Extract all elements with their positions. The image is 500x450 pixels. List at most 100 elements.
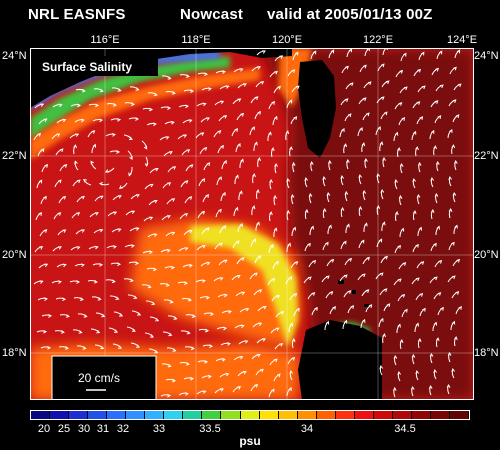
- current-vector-head: [287, 242, 291, 247]
- current-vector-head: [62, 297, 67, 302]
- current-vector-head: [332, 305, 336, 310]
- map-frame: [30, 48, 474, 400]
- current-vector-head: [252, 238, 257, 243]
- current-vector-head: [345, 65, 349, 70]
- current-vector-head: [256, 221, 260, 226]
- current-vector-head: [92, 143, 97, 148]
- current-vector-head: [76, 179, 81, 184]
- lon-label-122e: 122°E: [362, 34, 394, 46]
- current-vector-head: [400, 227, 405, 232]
- current-vector-head: [286, 178, 290, 183]
- current-vector-head: [276, 294, 280, 299]
- current-vector-head: [289, 322, 293, 327]
- current-vector-head: [288, 99, 293, 104]
- current-vector-head: [304, 208, 309, 213]
- current-vector-head: [56, 133, 61, 137]
- lon-label-124e: 124°E: [446, 34, 478, 46]
- current-vector-head: [380, 188, 385, 193]
- current-vector-head: [455, 114, 460, 119]
- current-vector-head: [135, 117, 140, 121]
- colorbar-swatch: [297, 411, 317, 419]
- current-vector-head: [457, 83, 462, 88]
- current-vector-head: [403, 86, 408, 91]
- current-vector-head: [261, 50, 266, 54]
- current-vector-head: [270, 388, 275, 393]
- model-title: NRL EASNFS: [28, 6, 126, 23]
- current-vector-head: [218, 242, 223, 247]
- current-vector-head: [99, 228, 104, 233]
- current-vector-head: [294, 51, 299, 56]
- current-vector-head: [449, 128, 453, 133]
- current-vector-head: [130, 244, 135, 248]
- current-vector-head: [172, 166, 177, 170]
- current-vector-head: [149, 250, 153, 255]
- current-vector-head: [451, 144, 456, 149]
- current-vector-head: [62, 263, 67, 268]
- current-vector-head: [90, 160, 95, 165]
- current-vector-head: [62, 195, 67, 200]
- current-vector-head: [62, 118, 67, 123]
- panel-label: Surface Salinity: [42, 60, 132, 74]
- current-vector-head: [270, 147, 275, 152]
- current-vector-head: [202, 390, 207, 394]
- current-vector-head: [255, 189, 260, 194]
- current-vector-head: [397, 147, 401, 152]
- current-vector-head: [237, 98, 242, 102]
- current-vector-head: [98, 181, 103, 186]
- current-vector-head: [143, 145, 148, 150]
- current-vector-head: [402, 262, 407, 266]
- current-vector-head: [201, 210, 206, 215]
- lon-label-116e: 116°E: [90, 34, 120, 46]
- current-vector-head: [345, 158, 350, 163]
- current-vector-head: [155, 318, 160, 322]
- current-vector-head: [73, 144, 77, 149]
- current-vector-head: [365, 112, 370, 117]
- current-vector-head: [401, 116, 406, 121]
- current-vector-head: [201, 279, 206, 283]
- current-vector-head: [393, 354, 398, 359]
- current-vector-head: [184, 213, 189, 217]
- current-vector-head: [58, 103, 63, 108]
- current-vector-head: [430, 208, 435, 213]
- current-vector-head: [415, 277, 420, 282]
- current-vector-head: [433, 321, 438, 326]
- current-vector-head: [117, 262, 122, 267]
- colorbar-swatch: [240, 411, 260, 419]
- current-vector-head: [206, 261, 211, 266]
- current-vector-head: [187, 297, 192, 302]
- current-vector-head: [220, 144, 224, 149]
- current-vector-head: [382, 221, 386, 226]
- salinity-map: Surface Salinity 20 cm/s: [30, 48, 474, 400]
- current-vector-head: [435, 160, 440, 165]
- current-vector-head: [153, 233, 158, 237]
- current-vector-head: [75, 133, 80, 137]
- current-vector-head: [95, 103, 100, 108]
- colorbar-label-25: 25: [57, 423, 71, 435]
- current-vector-head: [382, 333, 386, 338]
- current-vector-head: [116, 150, 121, 154]
- current-vector-head: [361, 142, 366, 147]
- current-vector-head: [277, 85, 281, 90]
- current-vector-head: [397, 278, 402, 283]
- current-vector-head: [57, 179, 62, 184]
- current-vector-head: [269, 178, 273, 183]
- current-vector-head: [397, 323, 401, 328]
- current-vector-head: [119, 313, 124, 317]
- current-vector-head: [394, 179, 398, 184]
- current-vector-head: [221, 357, 226, 362]
- current-vector-head: [270, 243, 274, 248]
- scale-box: [51, 355, 157, 400]
- current-vector-head: [260, 368, 264, 373]
- current-vector-head: [274, 115, 278, 120]
- current-vector-head: [314, 306, 318, 311]
- current-vector-head: [43, 118, 48, 123]
- current-vector-head: [154, 349, 159, 354]
- current-vector-head: [307, 276, 312, 281]
- current-vector-head: [239, 223, 243, 228]
- current-vector-head: [76, 212, 81, 216]
- current-vector-head: [286, 209, 291, 214]
- current-vector-head: [184, 281, 189, 286]
- current-vector-head: [149, 183, 154, 188]
- current-vector-head: [44, 163, 48, 168]
- current-vector-head: [383, 111, 388, 116]
